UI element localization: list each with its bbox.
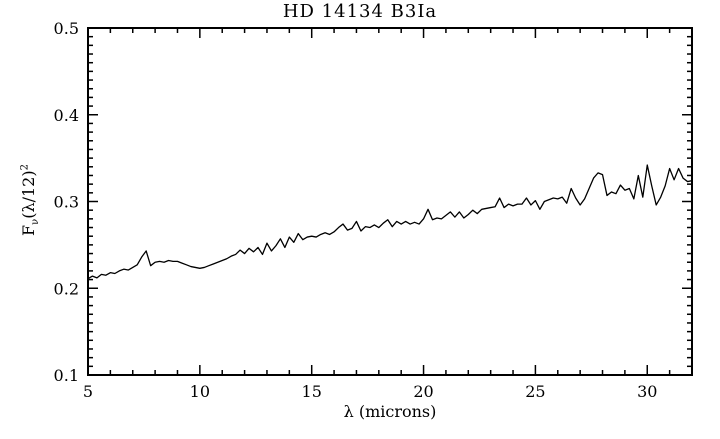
spectrum-line <box>87 164 693 280</box>
plot-box <box>87 27 693 376</box>
y-axis-label-sup: 2 <box>19 164 31 171</box>
chart-title: HD 14134 B3Ia <box>282 1 438 22</box>
x-tick-label: 10 <box>190 382 210 401</box>
x-axis-label: λ (microns) <box>343 402 437 421</box>
y-axis-label-mid: (λ/12) <box>18 170 38 219</box>
y-tick-label: 0.5 <box>54 19 79 38</box>
y-axis-label: Fν(λ/12)2 <box>19 164 41 236</box>
x-tick-label: 5 <box>83 382 93 401</box>
y-tick-label: 0.1 <box>54 366 79 385</box>
y-axis-label-sub: ν <box>30 218 42 225</box>
x-tick-label: 30 <box>637 382 657 401</box>
y-tick-label: 0.4 <box>54 106 79 125</box>
x-tick-label: 15 <box>302 382 322 401</box>
x-tick-label: 25 <box>525 382 545 401</box>
y-tick-label: 0.3 <box>54 193 79 212</box>
x-tick-label: 20 <box>413 382 433 401</box>
y-tick-label: 0.2 <box>54 279 79 298</box>
y-axis-label-base: F <box>18 224 38 236</box>
